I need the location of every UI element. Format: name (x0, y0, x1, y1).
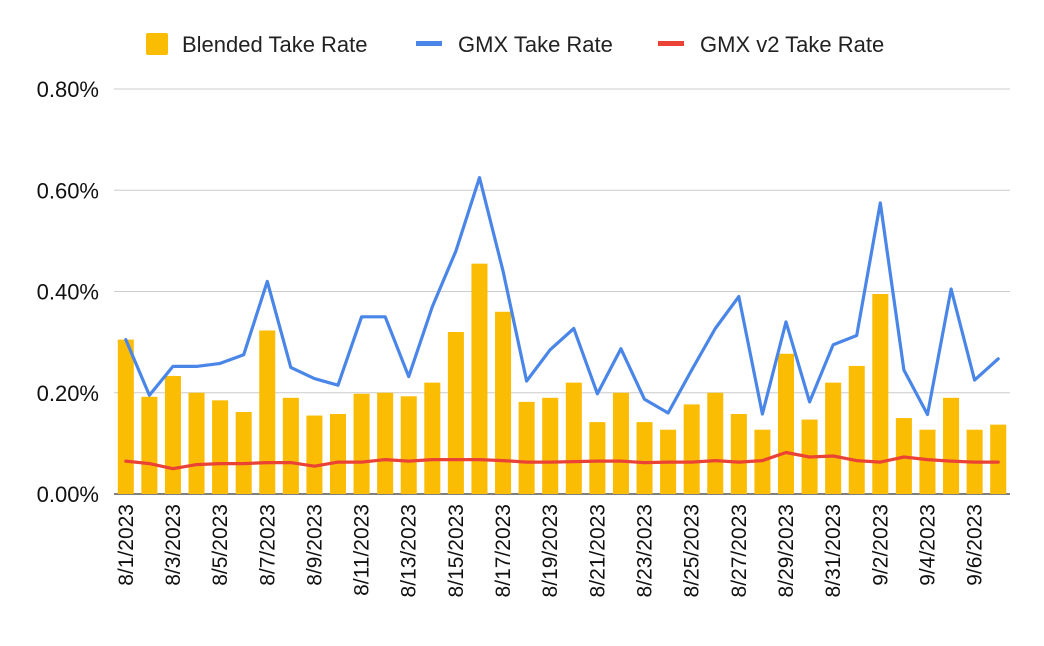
bar (141, 396, 158, 494)
bar (212, 400, 229, 494)
x-tick-label: 8/1/2023 (115, 504, 138, 586)
bar (495, 311, 512, 494)
x-tick-label: 8/13/2023 (398, 504, 421, 597)
series-line (124, 450, 1000, 471)
x-tick-label: 9/6/2023 (964, 504, 987, 586)
bar (707, 392, 724, 494)
bar (777, 353, 795, 494)
x-tick-label: 8/17/2023 (492, 504, 515, 597)
chart-legend: Blended Take Rate GMX Take Rate GMX v2 T… (146, 32, 884, 57)
line-series (124, 176, 1000, 471)
bar (872, 294, 889, 494)
bar (542, 397, 559, 494)
y-tick-label: 0.60% (37, 178, 99, 203)
bar (282, 397, 299, 494)
x-tick-label: 8/5/2023 (209, 504, 232, 586)
legend-swatch-blended (146, 33, 168, 55)
bar (848, 365, 865, 494)
bar (377, 392, 394, 494)
bar (612, 392, 629, 494)
legend-swatch-gmx (416, 41, 442, 46)
bar (117, 339, 134, 494)
legend-swatch-gmx-v2 (658, 41, 684, 46)
x-tick-label: 8/3/2023 (162, 504, 185, 586)
bar (259, 330, 276, 494)
y-tick-label: 0.80% (37, 77, 99, 102)
x-tick-label: 8/21/2023 (586, 504, 609, 597)
bar (424, 382, 441, 494)
bar (919, 429, 936, 494)
y-tick-label: 0.20% (37, 381, 99, 406)
x-tick-label: 8/31/2023 (822, 504, 845, 597)
bar-series-blended (117, 263, 1007, 494)
bar (589, 422, 606, 494)
legend-label-blended: Blended Take Rate (182, 32, 368, 57)
x-tick-label: 8/23/2023 (634, 504, 657, 597)
bar (565, 382, 582, 494)
bar (447, 332, 464, 494)
x-tick-label: 8/25/2023 (681, 504, 704, 597)
bar (518, 401, 535, 494)
bar (164, 376, 181, 494)
bar (683, 404, 700, 494)
y-tick-label: 0.40% (37, 280, 99, 305)
x-axis: 8/1/2023 8/3/2023 8/5/2023 8/7/2023 8/9/2023… (115, 504, 987, 597)
x-tick-label: 8/11/2023 (351, 504, 374, 596)
x-tick-label: 9/4/2023 (916, 504, 939, 586)
bar (471, 263, 488, 494)
bar (329, 414, 347, 494)
y-tick-label: 0.00% (37, 482, 99, 507)
series-line (124, 176, 1000, 417)
x-tick-label: 8/29/2023 (775, 504, 798, 597)
legend-label-gmx: GMX Take Rate (458, 32, 613, 57)
x-tick-label: 8/19/2023 (539, 504, 562, 597)
x-tick-label: 8/27/2023 (728, 504, 751, 597)
bar (990, 424, 1007, 494)
legend-label-gmx-v2: GMX v2 Take Rate (700, 32, 884, 57)
y-axis: 0.00% 0.20% 0.40% 0.60% 0.80% (37, 77, 99, 507)
x-tick-label: 8/7/2023 (256, 504, 279, 586)
bar (306, 415, 323, 494)
x-tick-label: 8/15/2023 (445, 504, 468, 597)
bar (730, 414, 747, 494)
bar (636, 422, 653, 494)
bar (235, 411, 252, 494)
bar (943, 397, 960, 494)
bar (188, 392, 205, 494)
bar (825, 382, 842, 494)
bar (353, 393, 370, 494)
bar (400, 396, 417, 494)
x-tick-label: 9/2/2023 (869, 504, 892, 586)
x-tick-label: 8/9/2023 (303, 504, 326, 586)
